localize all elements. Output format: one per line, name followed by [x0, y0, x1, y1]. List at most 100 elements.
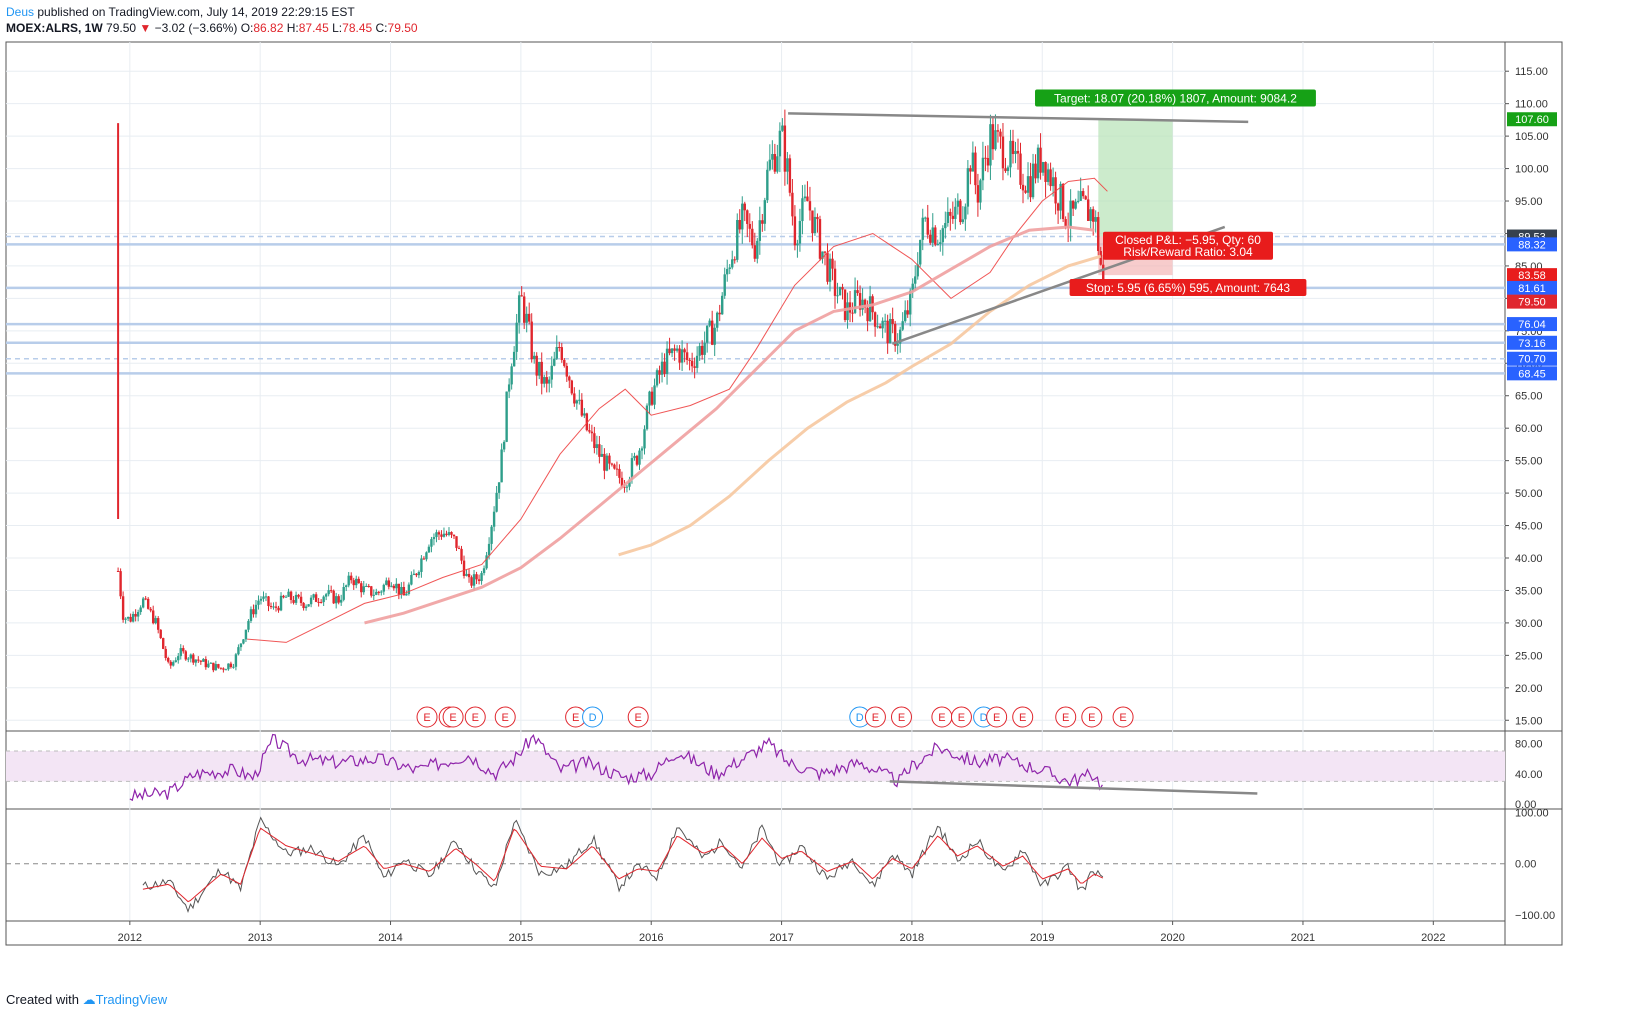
candle-body	[342, 586, 345, 600]
x-tick-label: 2017	[769, 932, 793, 944]
candle-body	[726, 268, 729, 275]
candle-body	[119, 571, 122, 597]
candle-body	[1044, 162, 1047, 182]
candle-body	[713, 327, 716, 345]
candle-body	[324, 594, 328, 597]
candle-body	[916, 264, 919, 277]
candle-body	[821, 251, 824, 259]
candle-body	[487, 543, 491, 556]
candle-body	[207, 663, 210, 668]
candle-body	[791, 192, 794, 217]
candle-body	[535, 355, 538, 376]
candle-body	[633, 455, 636, 459]
candle-body	[756, 240, 759, 259]
x-tick-label: 2014	[378, 932, 402, 944]
price-label: 70.70	[1518, 354, 1546, 366]
candle-body	[585, 413, 589, 431]
candle-body	[748, 223, 751, 229]
price-label-bg	[1507, 317, 1557, 332]
candle-body	[124, 618, 127, 620]
candle-body	[971, 152, 975, 172]
brand-link[interactable]: TradingView	[95, 992, 168, 1007]
candle-body	[1009, 140, 1012, 168]
candle-body	[658, 370, 661, 375]
candle-body	[442, 533, 446, 537]
candle-body	[282, 595, 285, 598]
rsi-y-tick-label: 0.00	[1515, 799, 1536, 811]
candle-body	[934, 227, 937, 245]
candle-body	[527, 313, 531, 322]
candle-body	[495, 492, 498, 512]
price-label: 76.04	[1518, 319, 1546, 331]
candle-body	[242, 639, 245, 644]
target-zone	[1098, 119, 1173, 237]
price-change: −3.02 (−3.66%)	[154, 21, 238, 35]
candle-body	[568, 376, 571, 381]
candle-body	[1074, 201, 1077, 209]
price-label: 83.58	[1518, 270, 1546, 282]
candle-body	[382, 584, 386, 592]
candle-body	[613, 464, 616, 469]
candle-body	[482, 568, 486, 574]
candle-body	[914, 276, 917, 284]
candle-body	[1019, 153, 1022, 185]
x-tick-label: 2018	[900, 932, 924, 944]
earnings-event-icon	[1112, 706, 1134, 728]
earnings-event-icon	[494, 706, 516, 728]
price-label-bg	[1507, 366, 1557, 381]
candle-body	[695, 355, 699, 368]
candle-body	[257, 600, 260, 605]
candle-body	[811, 210, 814, 234]
candle-body	[896, 343, 899, 346]
candle-body	[1097, 217, 1100, 251]
event-letter: E	[993, 712, 1000, 724]
stop-label-bg	[1069, 278, 1307, 296]
candle-body	[876, 326, 879, 328]
candle-body	[746, 210, 749, 224]
low-label: L:	[332, 21, 343, 35]
candle-body	[1064, 219, 1067, 227]
candle-body	[873, 312, 877, 327]
candle-body	[736, 219, 739, 260]
candle-body	[939, 242, 942, 245]
candle-body	[831, 258, 834, 269]
candle-body	[700, 345, 704, 355]
candle-body	[663, 361, 666, 374]
earnings-event-icon	[950, 706, 972, 728]
close-value: 79.50	[387, 21, 418, 35]
price-label-bg	[1507, 294, 1557, 309]
candle-body	[778, 130, 782, 157]
candle-body	[608, 455, 611, 464]
candle-body	[212, 662, 215, 671]
candle-body	[445, 533, 448, 535]
author-name[interactable]: Deus	[6, 5, 35, 19]
candle-body	[763, 200, 767, 224]
candle-body	[387, 580, 391, 587]
candle-body	[1016, 150, 1020, 154]
candle-body	[1039, 147, 1042, 173]
candle-body	[1026, 176, 1030, 193]
candle-body	[229, 663, 233, 668]
candle-body	[375, 591, 378, 595]
publish-info: Deus published on TradingView.com, July …	[6, 4, 418, 20]
event-letter: E	[872, 712, 879, 724]
candle-body	[234, 654, 238, 667]
candle-body	[182, 648, 185, 652]
candle-body	[976, 185, 980, 203]
candle-body	[1006, 167, 1010, 172]
rsi-y-tick-label: 40.00	[1515, 769, 1543, 781]
candle-body	[891, 318, 894, 324]
candle-body	[480, 573, 483, 582]
x-tick-label: 2016	[639, 932, 663, 944]
candle-body	[402, 586, 406, 596]
candle-body	[522, 296, 526, 323]
candle-body	[881, 320, 884, 329]
candle-body	[620, 477, 624, 487]
candle-body	[465, 573, 468, 576]
candle-body	[926, 217, 929, 235]
candle-body	[911, 283, 914, 291]
oscillator-line	[142, 816, 1104, 914]
candle-body	[548, 379, 551, 384]
candle-body	[121, 596, 125, 620]
